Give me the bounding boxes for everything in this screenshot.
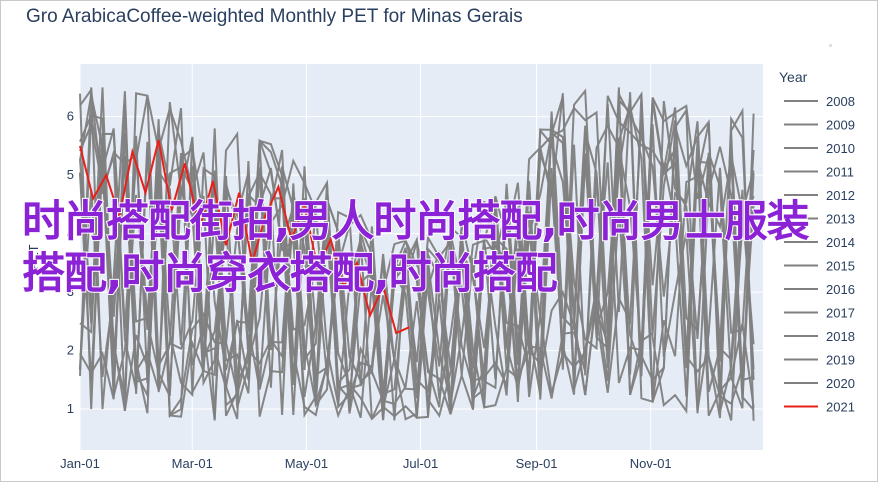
- legend-item-2012[interactable]: 2012: [826, 188, 855, 203]
- y-axis-label: PET: [26, 244, 41, 269]
- legend-item-2014[interactable]: 2014: [826, 235, 855, 250]
- y-axis-ticks: 1 2 3 4 5 6: [67, 109, 74, 416]
- x-tick-label: Mar-01: [172, 456, 213, 471]
- y-tick-label: 3: [67, 284, 74, 299]
- legend-item-2010[interactable]: 2010: [826, 141, 855, 156]
- x-axis-ticks: Jan-01 Mar-01 May-01 Jul-01 Sep-01 Nov-01: [60, 456, 672, 471]
- chart-title: Gro ArabicaCoffee-weighted Monthly PET f…: [26, 6, 523, 27]
- legend-item-2018[interactable]: 2018: [826, 329, 855, 344]
- x-tick-label: May-01: [285, 456, 328, 471]
- legend-title: Year: [779, 69, 808, 85]
- x-tick-label: Sep-01: [516, 456, 558, 471]
- series-line-2019: [79, 90, 755, 419]
- legend-item-2013[interactable]: 2013: [826, 212, 855, 227]
- legend-item-2017[interactable]: 2017: [826, 306, 855, 321]
- y-tick-label: 4: [67, 226, 74, 241]
- series-line-2016: [79, 87, 754, 419]
- legend-item-2015[interactable]: 2015: [826, 259, 855, 274]
- x-tick-label: Jul-01: [403, 456, 438, 471]
- series-line-2013: [79, 87, 755, 415]
- red-series-group: [79, 139, 410, 335]
- x-tick-label: Jan-01: [60, 456, 100, 471]
- legend-item-2016[interactable]: 2016: [826, 282, 855, 297]
- legend-item-2019[interactable]: 2019: [826, 353, 855, 368]
- legend[interactable]: 2008 2009 2010 2011 2012 2013 2014 2015 2016 2017…: [784, 94, 855, 415]
- legend-item-2009[interactable]: 2009: [826, 118, 855, 133]
- legend-item-2020[interactable]: 2020: [826, 376, 855, 391]
- series-line-2017: [79, 97, 755, 421]
- y-tick-label: 6: [67, 109, 74, 124]
- y-tick-label: 2: [67, 343, 74, 358]
- gray-series-group: [79, 87, 755, 421]
- series-line-2020: [79, 87, 755, 417]
- series-line-2012: [79, 95, 755, 421]
- x-tick-label: Nov-01: [630, 456, 672, 471]
- legend-item-2011[interactable]: 2011: [826, 165, 854, 180]
- legend-item-2021[interactable]: 2021: [826, 400, 855, 415]
- series-line-2021: [79, 139, 410, 335]
- modebar-icon[interactable]: [829, 44, 832, 47]
- legend-item-2008[interactable]: 2008: [826, 94, 855, 109]
- y-tick-label: 5: [67, 167, 74, 182]
- y-tick-label: 1: [67, 401, 74, 416]
